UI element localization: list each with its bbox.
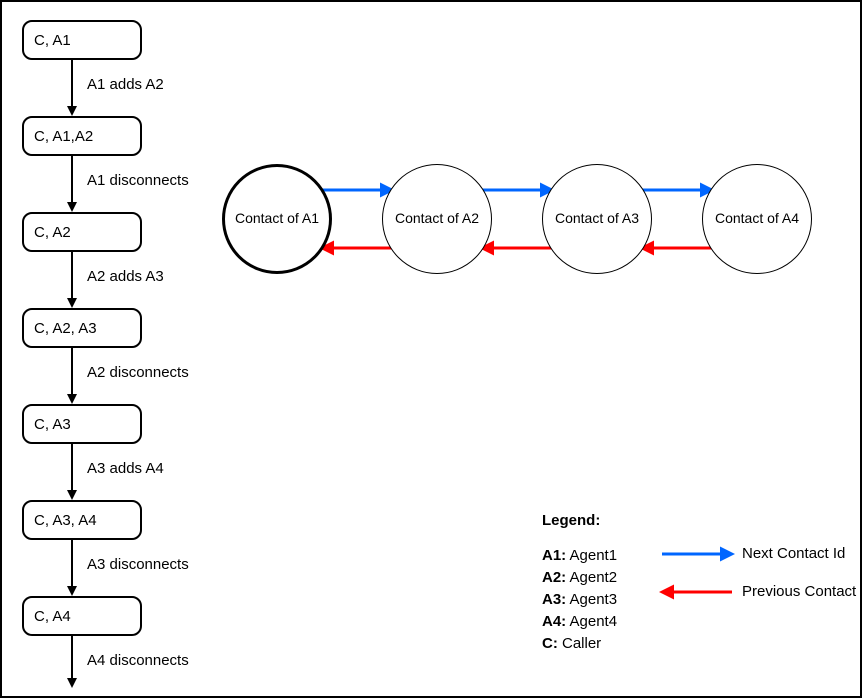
contact-circle: Contact of A1 [222,164,332,274]
flow-node-label: C, A2 [34,224,71,241]
legend-item: A1: Agent1 [542,547,617,564]
flow-node-label: C, A3, A4 [34,512,97,529]
contact-circle: Contact of A4 [702,164,812,274]
legend-title: Legend: [542,512,600,529]
legend-item: A2: Agent2 [542,569,617,586]
contact-circle: Contact of A3 [542,164,652,274]
flow-arrow-label: A1 disconnects [87,172,189,189]
flow-node: C, A3, A4 [22,500,142,540]
flow-node: C, A1,A2 [22,116,142,156]
flow-arrow-label: A3 adds A4 [87,460,164,477]
legend-prev-label: Previous Contact Id [742,583,862,600]
flow-node-label: C, A4 [34,608,71,625]
legend-item: C: Caller [542,635,601,652]
diagram-canvas: C, A1 C, A1,A2 C, A2 C, A2, A3 C, A3 C, A3, A… [0,0,862,698]
contact-circle-label: Contact of A2 [395,211,479,226]
contact-circle-label: Contact of A4 [715,211,799,226]
flow-node-label: C, A1,A2 [34,128,93,145]
legend-next-label: Next Contact Id [742,545,845,562]
flow-node: C, A1 [22,20,142,60]
legend-item: A3: Agent3 [542,591,617,608]
flow-arrow-label: A3 disconnects [87,556,189,573]
legend-item: A4: Agent4 [542,613,617,630]
flow-node: C, A4 [22,596,142,636]
flow-arrow-label: A1 adds A2 [87,76,164,93]
flow-node: C, A2, A3 [22,308,142,348]
flow-node: C, A2 [22,212,142,252]
contact-circle-label: Contact of A1 [235,211,319,226]
contact-circle: Contact of A2 [382,164,492,274]
flow-arrow-label: A4 disconnects [87,652,189,669]
flow-node-label: C, A1 [34,32,71,49]
flow-node: C, A3 [22,404,142,444]
flow-node-label: C, A2, A3 [34,320,97,337]
flow-arrow-label: A2 adds A3 [87,268,164,285]
flow-arrow-label: A2 disconnects [87,364,189,381]
contact-circle-label: Contact of A3 [555,211,639,226]
flow-node-label: C, A3 [34,416,71,433]
